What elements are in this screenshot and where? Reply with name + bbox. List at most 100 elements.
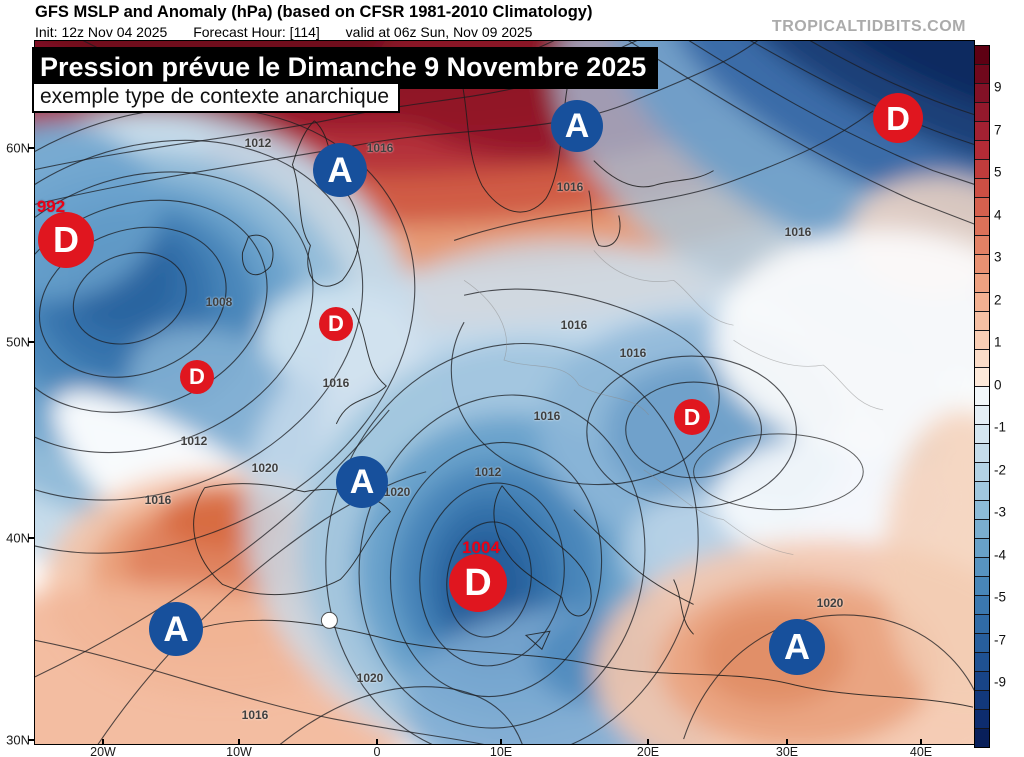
anomaly-map-svg bbox=[35, 41, 974, 744]
colorbar-segment bbox=[975, 614, 989, 634]
colorbar-segment bbox=[975, 46, 989, 64]
isobar-label: 1016 bbox=[556, 180, 584, 194]
colorbar-segment bbox=[975, 82, 989, 102]
lat-tick-label: 30N bbox=[6, 732, 30, 748]
map-canvas bbox=[34, 40, 975, 745]
colorbar-tick-label: 7 bbox=[994, 122, 1002, 138]
page-title: GFS MSLP and Anomaly (hPa) (based on CFS… bbox=[35, 3, 593, 21]
colorbar-segment bbox=[975, 557, 989, 577]
colorbar-tick-label: -4 bbox=[994, 547, 1007, 563]
lon-tick-mark bbox=[786, 739, 788, 745]
anomaly-legend bbox=[974, 45, 990, 748]
lon-tick-label: 20W bbox=[90, 745, 116, 757]
isobar-label: 1012 bbox=[474, 465, 502, 479]
colorbar-segment bbox=[975, 633, 989, 652]
lat-tick-label: 40N bbox=[6, 530, 30, 546]
colorbar-tick-label: 1 bbox=[994, 334, 1002, 350]
colorbar-tick-label: -7 bbox=[994, 632, 1007, 648]
colorbar-segment bbox=[975, 329, 989, 349]
high-pressure-marker: A bbox=[313, 143, 367, 197]
colorbar-tick-label: -2 bbox=[994, 462, 1007, 478]
overlay-banner-subtitle: exemple type de contexte anarchique bbox=[32, 84, 401, 113]
colorbar-segment bbox=[975, 348, 989, 368]
lon-tick-label: 40E bbox=[909, 745, 933, 757]
colorbar-tick-label: 0 bbox=[994, 377, 1002, 393]
colorbar-tick-label: -1 bbox=[994, 419, 1007, 435]
colorbar-segment bbox=[975, 519, 989, 539]
lon-tick-mark bbox=[920, 739, 922, 745]
isobar-label: 1016 bbox=[784, 225, 812, 239]
pressure-extrema-value: 992 bbox=[36, 197, 66, 216]
isobar-label: 1020 bbox=[356, 671, 384, 685]
overlay-banner-title: Pression prévue le Dimanche 9 Novembre 2… bbox=[32, 47, 659, 89]
low-pressure-marker: D bbox=[319, 307, 353, 341]
isobar-label: 1016 bbox=[619, 346, 647, 360]
colorbar-tick-label: 5 bbox=[994, 164, 1002, 180]
colorbar-segment bbox=[975, 63, 989, 83]
colorbar-segment bbox=[975, 215, 989, 235]
lon-tick-mark bbox=[500, 739, 502, 745]
colorbar-segment bbox=[975, 101, 989, 121]
lon-tick-label: 20E bbox=[636, 745, 660, 757]
low-pressure-marker: D bbox=[674, 399, 710, 435]
isobar-label: 1012 bbox=[244, 136, 272, 150]
site-watermark: TROPICALTIDBITS.COM bbox=[771, 18, 966, 35]
colorbar-segment bbox=[975, 234, 989, 254]
colorbar-segment bbox=[975, 462, 989, 482]
isobar-label: 1016 bbox=[144, 493, 172, 507]
colorbar-segment bbox=[975, 670, 989, 690]
lon-tick-mark bbox=[647, 739, 649, 745]
colorbar-tick-label: -5 bbox=[994, 589, 1007, 605]
high-pressure-marker: A bbox=[336, 456, 388, 508]
high-pressure-marker: A bbox=[551, 100, 603, 152]
lat-tick-label: 50N bbox=[6, 334, 30, 350]
lon-tick-mark bbox=[238, 739, 240, 745]
colorbar-segment bbox=[975, 291, 989, 311]
colorbar-segment bbox=[975, 652, 989, 671]
colorbar-segment bbox=[975, 424, 989, 444]
lat-tick-mark bbox=[28, 341, 35, 343]
low-pressure-marker: D bbox=[38, 212, 94, 268]
isobar-contours bbox=[35, 41, 974, 744]
isobar-label: 1020 bbox=[383, 485, 411, 499]
colorbar-segment bbox=[975, 595, 989, 615]
lat-tick-mark bbox=[28, 147, 35, 149]
isobar-label: 1016 bbox=[533, 409, 561, 423]
valid-time: valid at 06z Sun, Nov 09 2025 bbox=[345, 24, 533, 40]
isobar-label: 1016 bbox=[241, 708, 269, 722]
lon-tick-label: 10E bbox=[489, 745, 513, 757]
colorbar-tick-label: -9 bbox=[994, 674, 1007, 690]
isobar-label: 1016 bbox=[366, 141, 394, 155]
colorbar-segment bbox=[975, 272, 989, 292]
colorbar-tick-label: 3 bbox=[994, 249, 1002, 265]
colorbar-segment bbox=[975, 727, 989, 747]
colorbar-segment bbox=[975, 139, 989, 159]
colorbar-segment bbox=[975, 310, 989, 330]
colorbar-segment bbox=[975, 500, 989, 520]
colorbar-segment bbox=[975, 481, 989, 501]
colorbar-segment bbox=[975, 386, 989, 406]
run-info: Init: 12z Nov 04 2025 Forecast Hour: [11… bbox=[35, 24, 554, 40]
colorbar-tick-label: 2 bbox=[994, 292, 1002, 308]
isobar-label: 1020 bbox=[251, 461, 279, 475]
lat-tick-label: 60N bbox=[6, 140, 30, 156]
lat-tick-mark bbox=[28, 537, 35, 539]
colorbar-tick-label: -3 bbox=[994, 504, 1007, 520]
coastlines bbox=[193, 55, 974, 708]
admin-borders bbox=[463, 250, 884, 555]
colorbar-segment bbox=[975, 158, 989, 178]
colorbar-segment bbox=[975, 120, 989, 140]
colorbar-segment bbox=[975, 443, 989, 463]
anomaly-shading bbox=[35, 41, 974, 744]
colorbar-segment bbox=[975, 196, 989, 216]
forecast-hour: Forecast Hour: [114] bbox=[193, 24, 320, 40]
colorbar-segment bbox=[975, 538, 989, 558]
lon-tick-mark bbox=[102, 739, 104, 745]
colorbar-tick-label: 9 bbox=[994, 79, 1002, 95]
low-pressure-marker: D bbox=[449, 554, 507, 612]
colorbar-segment bbox=[975, 405, 989, 425]
isobar-label: 1016 bbox=[322, 376, 350, 390]
colorbar-segment bbox=[975, 576, 989, 596]
colorbar-tick-label: 4 bbox=[994, 207, 1002, 223]
